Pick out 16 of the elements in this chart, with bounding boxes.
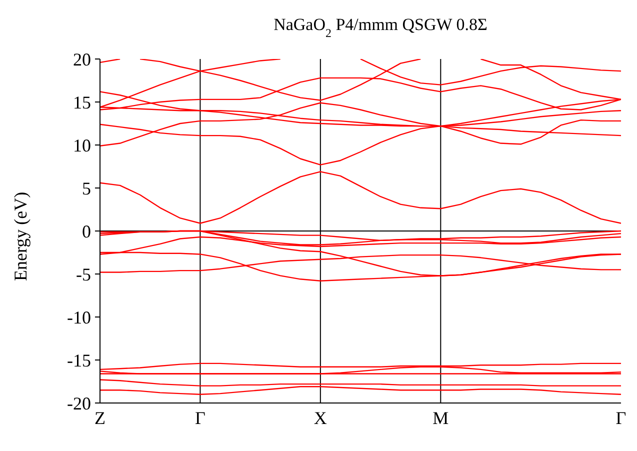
x-tick-label: M [432, 408, 449, 428]
chart-title: NaGaO$_{2}$ P4/mmm QSGW 0.8Σ [274, 15, 488, 40]
y-tick-label: 10 [73, 135, 91, 156]
y-tick-label: 20 [73, 49, 91, 70]
y-axis-title: Energy (eV) [10, 192, 30, 281]
y-tick-label: 5 [82, 178, 91, 198]
y-tick-label: -20 [67, 393, 91, 414]
x-tick-label: Z [94, 408, 106, 428]
x-tick-label: Γ [616, 408, 626, 428]
x-tick-label: X [314, 408, 327, 428]
y-tick-label: 0 [82, 221, 91, 242]
y-tick-label: -10 [67, 307, 91, 328]
x-tick-label: Γ [194, 408, 206, 428]
y-tick-label: -5 [76, 264, 91, 284]
y-tick-label: 15 [73, 92, 91, 112]
y-tick-label: -15 [67, 350, 91, 370]
